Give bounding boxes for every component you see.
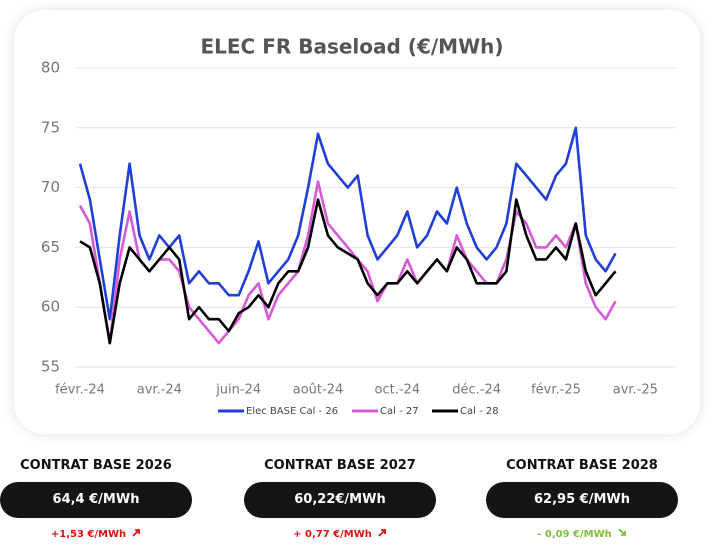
x-tick-label: déc.-24 [452,383,501,398]
series-line [78,126,617,321]
kpi-change: +1,53 €/MWh [0,528,192,540]
kpi-title: CONTRAT BASE 2026 [0,456,192,476]
chart-title: ELEC FR Baseload (€/MWh) [200,35,503,59]
kpi-card: CONTRAT BASE 2028 62,95 €/MWh - 0,09 €/MWh [486,456,678,540]
kpi-card: CONTRAT BASE 2027 60,22€/MWh + 0,77 €/MWh [244,456,436,540]
kpi-change-text: - 0,09 €/MWh [537,529,612,540]
x-tick-label: févr.-25 [531,383,581,398]
y-tick-label: 75 [41,118,60,136]
y-tick-label: 55 [41,358,60,376]
y-tick-label: 70 [41,178,60,196]
y-tick-label: 80 [41,59,60,77]
arrow-shape [378,529,386,537]
kpi-price: 62,95 €/MWh [486,482,678,518]
kpi-change: + 0,77 €/MWh [244,528,436,540]
kpi-price-text: 64,4 €/MWh [52,492,140,507]
kpi-title-text: CONTRAT BASE 2028 [506,458,658,473]
x-tick-label: avr.-24 [137,383,182,398]
kpi-card: CONTRAT BASE 2026 64,4 €/MWh +1,53 €/MWh [0,456,192,540]
legend-label: Cal - 28 [460,406,499,417]
arrow-shape [618,528,626,536]
legend-label: Cal - 27 [380,406,419,417]
kpi-price: 64,4 €/MWh [0,482,192,518]
trend-arrow [618,528,626,536]
kpi-price-text: 62,95 €/MWh [534,492,630,507]
kpi-change-text: + 0,77 €/MWh [293,529,372,540]
y-tick-label: 60 [41,298,60,316]
chart: ELEC FR Baseload (€/MWh) 55 60 65 70 75 80 fév… [41,35,675,417]
x-tick-label: févr.-24 [55,383,105,398]
x-tick-label: août-24 [293,383,344,398]
x-tick-label: juin-24 [215,383,261,398]
kpi-title: CONTRAT BASE 2028 [486,456,678,476]
kpi-change-text: +1,53 €/MWh [50,529,127,540]
legend-label: Elec BASE Cal - 26 [246,406,338,417]
kpi-title-text: CONTRAT BASE 2027 [264,458,416,473]
series-line [78,180,617,345]
series-line [79,198,617,345]
trend-arrow [378,529,386,537]
kpi-title: CONTRAT BASE 2027 [244,456,436,476]
x-tick-label: oct.-24 [375,383,421,398]
kpi-price: 60,22€/MWh [244,482,436,518]
kpi-title-text: CONTRAT BASE 2026 [20,458,172,473]
trend-arrow [132,529,141,537]
arrow-shape [132,529,141,537]
x-tick-label: avr.-25 [613,383,658,398]
kpi-change: - 0,09 €/MWh [486,528,678,540]
kpi-price-text: 60,22€/MWh [294,492,386,507]
y-tick-label: 65 [41,238,60,256]
